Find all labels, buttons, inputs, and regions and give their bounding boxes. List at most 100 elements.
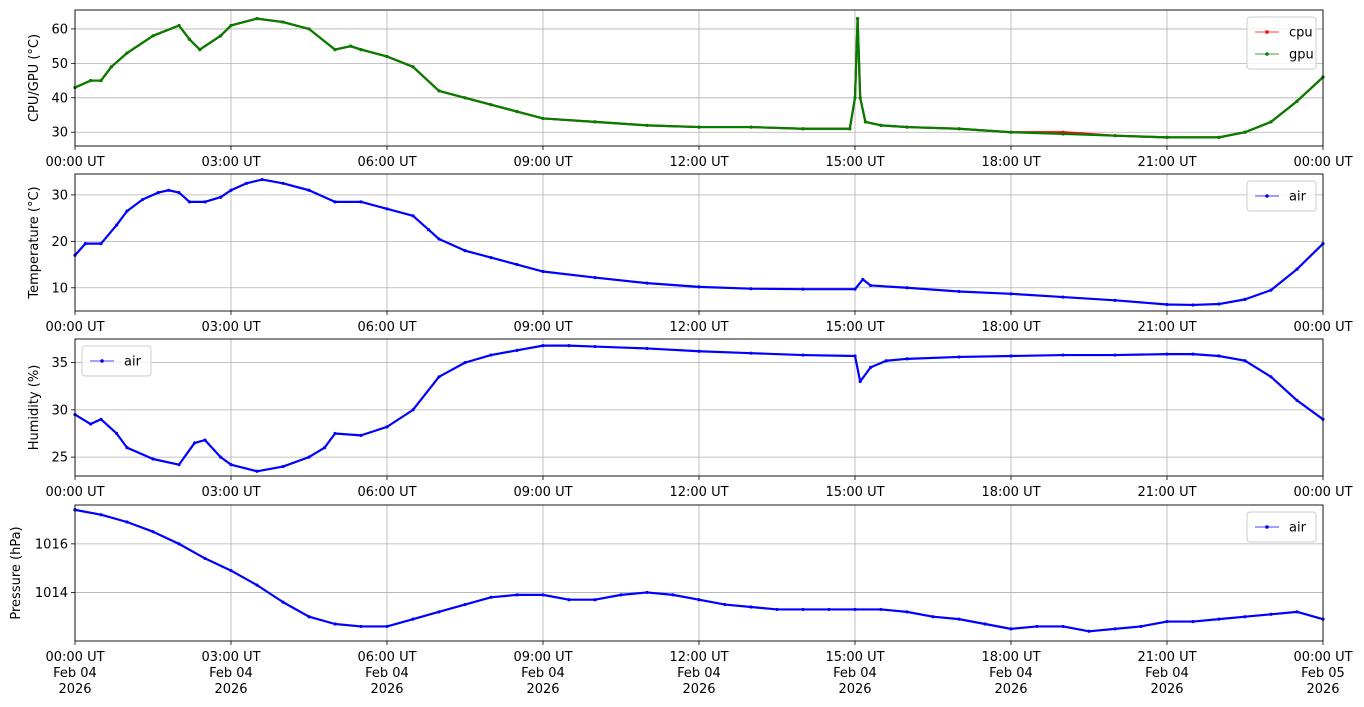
x-tick-label: 03:00 UT xyxy=(201,155,260,170)
x-tick-label: 2026 xyxy=(370,682,403,697)
y-tick-label: 10 xyxy=(51,281,68,296)
chart-panel-1: 30 40 50 60 00:00 UT 03:00 UT 06:00 UT 09:00 UT… xyxy=(27,9,1353,170)
x-tick-label: 12:00 UT xyxy=(669,485,728,500)
x-tick-label: Feb 04 xyxy=(1145,666,1189,681)
y-tick-label: 40 xyxy=(51,91,68,106)
data-point-gpu xyxy=(489,103,493,107)
x-tick-label: Feb 04 xyxy=(53,666,97,681)
y-tick-label: 60 xyxy=(51,22,68,37)
data-point-gpu xyxy=(697,125,701,129)
data-point-gpu xyxy=(359,47,363,52)
data-point-air xyxy=(1295,610,1299,614)
data-point-gpu xyxy=(856,17,860,21)
data-point-air xyxy=(463,602,467,607)
data-point-air xyxy=(1243,359,1247,363)
data-point-air xyxy=(229,568,233,573)
data-point-air xyxy=(281,181,285,185)
x-tick-label: 2026 xyxy=(58,682,91,697)
y-tick-label: 50 xyxy=(51,57,68,72)
legend-marker-air xyxy=(1265,525,1269,529)
data-point-air xyxy=(645,281,649,285)
y-axis-label: CPU/GPU (°C) xyxy=(27,34,42,122)
data-point-air xyxy=(385,207,389,211)
data-point-air xyxy=(333,200,337,204)
x-tick-label: 15:00 UT xyxy=(825,320,884,335)
data-point-air xyxy=(1217,617,1221,621)
data-point-gpu xyxy=(109,65,113,69)
data-point-air xyxy=(333,622,337,626)
data-point-air xyxy=(1217,354,1221,358)
data-point-air xyxy=(619,593,623,597)
data-point-air xyxy=(229,463,233,467)
data-point-air xyxy=(1061,353,1065,357)
data-point-air xyxy=(1269,612,1273,616)
data-point-gpu xyxy=(853,96,857,100)
x-tick-label: 12:00 UT xyxy=(669,650,728,665)
data-point-air xyxy=(671,593,675,597)
legend: air xyxy=(1246,511,1317,543)
data-point-air xyxy=(281,464,285,469)
data-point-air xyxy=(697,598,701,602)
legend-box xyxy=(1246,511,1317,543)
data-point-gpu xyxy=(89,78,93,83)
data-point-air xyxy=(156,190,160,195)
data-point-air xyxy=(489,255,493,260)
data-point-air xyxy=(1113,298,1117,302)
data-point-air xyxy=(193,441,197,445)
data-point-air xyxy=(905,610,909,614)
data-point-gpu xyxy=(749,125,753,129)
legend: cpu gpu xyxy=(1246,16,1317,70)
data-point-air xyxy=(775,607,779,612)
data-point-gpu xyxy=(801,127,805,131)
x-tick-label: 12:00 UT xyxy=(669,320,728,335)
data-point-air xyxy=(1009,627,1013,631)
data-point-air xyxy=(869,283,873,288)
chart-panel-3: 25 30 35 00:00 UT 03:00 UT 06:00 UT 09:00 UT 12… xyxy=(27,338,1353,500)
data-point-air xyxy=(255,583,259,587)
data-point-air xyxy=(1217,302,1221,306)
data-point-air xyxy=(437,237,441,241)
x-tick-label: 18:00 UT xyxy=(981,320,1040,335)
data-point-gpu xyxy=(1243,130,1247,134)
data-point-air xyxy=(359,624,363,629)
data-point-air xyxy=(219,455,223,459)
data-point-gpu xyxy=(593,120,597,124)
y-tick-label: 1016 xyxy=(35,537,68,552)
data-point-air xyxy=(1191,352,1195,356)
x-tick-label: 00:00 UT xyxy=(1293,485,1352,500)
data-point-air xyxy=(515,348,519,352)
x-tick-label: 2026 xyxy=(994,682,1027,697)
x-tick-label: 06:00 UT xyxy=(357,650,416,665)
x-tick-label: 15:00 UT xyxy=(825,485,884,500)
legend-marker-air xyxy=(100,359,104,363)
legend-label-air: air xyxy=(1289,190,1307,205)
legend-box xyxy=(1246,16,1317,70)
data-point-air xyxy=(125,446,129,450)
data-point-air xyxy=(957,289,961,294)
data-point-air xyxy=(83,242,87,246)
x-tick-label: Feb 04 xyxy=(677,666,721,681)
data-point-air xyxy=(307,455,311,459)
legend-box xyxy=(81,345,152,377)
data-point-gpu xyxy=(177,23,181,28)
data-point-gpu xyxy=(187,37,191,41)
data-point-gpu xyxy=(1165,135,1169,139)
y-tick-label: 25 xyxy=(51,451,68,466)
legend: air xyxy=(81,345,152,377)
x-tick-label: 00:00 UT xyxy=(1293,155,1352,170)
data-point-air xyxy=(1087,629,1091,633)
x-tick-label: 2026 xyxy=(1150,682,1183,697)
x-tick-label: 15:00 UT xyxy=(825,650,884,665)
data-point-gpu xyxy=(151,34,155,38)
data-point-air xyxy=(645,346,649,351)
data-point-air xyxy=(515,593,519,597)
data-point-air xyxy=(307,188,311,192)
data-point-air xyxy=(167,188,171,192)
data-point-gpu xyxy=(1061,132,1065,136)
data-point-gpu xyxy=(645,123,649,127)
data-point-air xyxy=(827,607,831,612)
data-point-air xyxy=(437,375,441,379)
data-point-air xyxy=(515,262,519,267)
x-tick-label: 2026 xyxy=(526,682,559,697)
data-point-gpu xyxy=(229,23,233,28)
